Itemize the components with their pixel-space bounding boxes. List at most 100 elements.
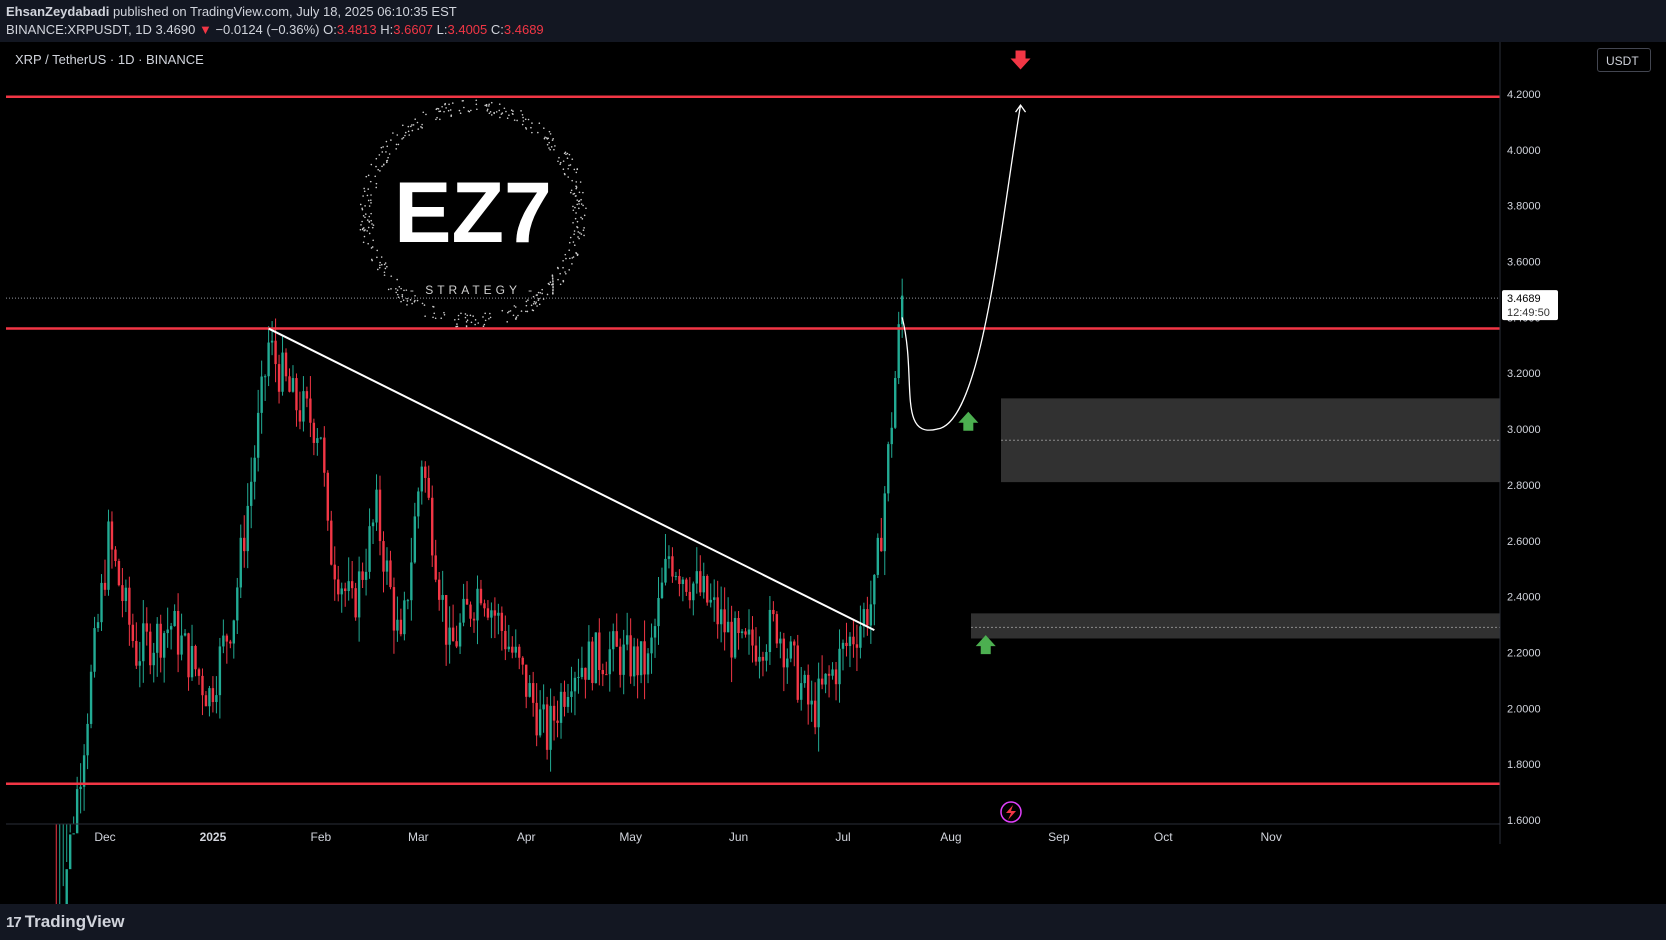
logo-dot [437, 108, 440, 110]
x-tick-label: 2025 [200, 830, 227, 844]
candle-body [169, 626, 173, 630]
logo-dot [512, 113, 514, 115]
logo-dot [562, 280, 565, 283]
candle-body [316, 438, 319, 443]
logo-dot [570, 189, 573, 192]
candle-body [215, 695, 218, 703]
candle-body [458, 622, 462, 647]
candle-body [664, 558, 667, 583]
price-axis-bg [1500, 42, 1666, 904]
logo-dot [585, 207, 587, 210]
projection-path[interactable] [901, 105, 1022, 431]
chart-area[interactable]: EZ7 - STRATEGY - 4.2000 4.0000 3.8000 3.6000 3… [6, 42, 1666, 933]
candle-body [368, 526, 371, 572]
logo-dot [488, 103, 490, 106]
candle-body [149, 631, 152, 666]
logo-dot [498, 103, 501, 105]
logo-dot [578, 203, 580, 205]
logo-dot [482, 325, 485, 328]
logo-dot [517, 314, 519, 317]
candle-body [848, 636, 852, 647]
logo-dot [376, 249, 379, 252]
candle-body [201, 675, 204, 696]
candle-body [525, 664, 528, 697]
x-tick-label: Apr [517, 830, 536, 844]
candle-body [371, 522, 375, 527]
currency-unit-button[interactable]: USDT [1597, 48, 1651, 72]
candle-body [86, 723, 89, 756]
price-badge-value: 3.4689 [1507, 293, 1541, 305]
logo-dot [548, 141, 550, 144]
logo-dot [557, 160, 559, 163]
tradingview-brand: TradingView [24, 912, 125, 931]
logo-dot [530, 126, 532, 129]
descending-trendline[interactable] [268, 327, 875, 632]
price-badge-countdown: 12:49:50 [1507, 307, 1550, 319]
candle-body [521, 657, 524, 665]
logo-dot [364, 205, 366, 207]
candle-body [479, 588, 483, 604]
candle-body [250, 481, 253, 506]
logo-dot [522, 116, 524, 119]
logo-dot [525, 128, 528, 130]
logo-dot [466, 319, 469, 322]
candle-body [142, 623, 145, 662]
candle-body [263, 376, 267, 378]
high-label: H: [380, 22, 394, 37]
logo-dot [435, 118, 437, 121]
candle-body [559, 691, 563, 723]
candle-body [497, 612, 500, 616]
candle-body [789, 641, 792, 659]
logo-dot [370, 202, 372, 204]
logo-dot [495, 111, 498, 113]
author-name[interactable]: EhsanZeydabadi [6, 4, 110, 19]
candle-body [862, 609, 866, 627]
logo-dot [489, 111, 492, 113]
candle-body [636, 646, 639, 676]
x-tick-label: Mar [408, 830, 429, 844]
x-tick-label: Feb [310, 830, 331, 844]
logo-dot [386, 145, 389, 148]
candle-body [570, 691, 573, 697]
logo-dot [383, 164, 385, 166]
logo-dot [366, 230, 368, 232]
candle-body [138, 661, 142, 666]
price-chart[interactable]: EZ7 - STRATEGY - 4.2000 4.0000 3.8000 3.6000 3… [6, 42, 1666, 933]
logo-dot [569, 164, 572, 166]
candle-body [556, 720, 559, 723]
candle-body [744, 631, 747, 635]
tradingview-mark-icon: 17 [6, 914, 22, 931]
candle-body [135, 640, 138, 666]
logo-dot [568, 249, 571, 252]
candle-body [246, 505, 249, 552]
candle-body [542, 704, 545, 710]
logo-dot [378, 154, 381, 156]
logo-dot [375, 165, 377, 168]
logo-dot [575, 212, 577, 214]
logo-dot [549, 148, 551, 151]
candle-body [72, 833, 75, 835]
logo-dot [387, 156, 389, 159]
candle-body [309, 398, 312, 423]
logo-dot [375, 157, 378, 160]
logo-dot [367, 199, 370, 202]
logo-dot [568, 241, 571, 244]
logo-dot [416, 299, 419, 302]
tradingview-logo[interactable]: 17 TradingView [6, 912, 125, 932]
logo-dot [490, 114, 493, 116]
candle-body [451, 627, 455, 642]
logo-dot [370, 194, 372, 196]
logo-dot [372, 239, 374, 242]
logo-dot [384, 267, 387, 270]
lightning-badge-icon[interactable] [1000, 801, 1022, 823]
candle-body [441, 595, 444, 600]
logo-dot [370, 212, 372, 215]
candle-body [699, 571, 702, 593]
candle-body [824, 673, 827, 685]
demand-zone[interactable] [971, 613, 1500, 639]
logo-dot [552, 137, 555, 140]
logo-dot [543, 137, 546, 140]
logo-dot [379, 170, 381, 172]
logo-dot [521, 123, 524, 126]
candle-body [156, 623, 159, 653]
